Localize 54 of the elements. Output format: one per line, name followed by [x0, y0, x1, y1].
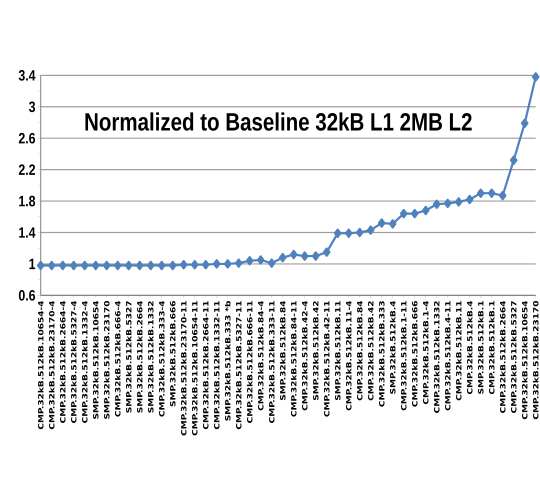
- point: [190, 260, 199, 270]
- point: [498, 190, 506, 200]
- point: [168, 260, 177, 270]
- y-tick-label: 3.4: [18, 70, 36, 81]
- point: [510, 156, 518, 165]
- point: [312, 251, 320, 261]
- point: [466, 194, 474, 204]
- point: [48, 260, 56, 270]
- point: [444, 198, 452, 208]
- point: [378, 218, 386, 228]
- point: [322, 247, 331, 257]
- y-tick-label: 2.6: [18, 132, 36, 144]
- y-tick-label: 1: [29, 258, 36, 270]
- point: [136, 260, 144, 270]
- point: [334, 228, 342, 238]
- point: [70, 260, 78, 270]
- point: [224, 259, 232, 269]
- point: [410, 208, 418, 218]
- point: [388, 219, 396, 229]
- point: [422, 206, 430, 216]
- point: [146, 260, 155, 270]
- point: [58, 260, 67, 270]
- point: [102, 260, 111, 270]
- point: [36, 260, 45, 270]
- point: [80, 260, 89, 270]
- point: [520, 118, 528, 128]
- point: [256, 255, 265, 265]
- point: [246, 256, 254, 266]
- point: [268, 258, 276, 268]
- y-tick-label: 0.6: [18, 290, 36, 301]
- y-tick-label: 1.8: [19, 196, 36, 206]
- y-tick-label: 2.2: [18, 164, 36, 175]
- point: [476, 188, 484, 198]
- point: [290, 250, 298, 260]
- point: [114, 260, 122, 270]
- point: [344, 228, 352, 238]
- point: [356, 228, 364, 238]
- point: [202, 260, 210, 270]
- point: [212, 259, 221, 269]
- point: [432, 200, 440, 209]
- point: [400, 208, 408, 218]
- text: Normalized to Baseline 32kB L1 2MB L2: [85, 112, 472, 131]
- point: [278, 252, 287, 262]
- point: [180, 260, 188, 270]
- point: [92, 260, 100, 270]
- point: [234, 258, 243, 268]
- point: [488, 188, 496, 198]
- point: [158, 260, 166, 270]
- y-tick-label: 1.4: [19, 227, 36, 238]
- point: [124, 260, 133, 270]
- point: [366, 225, 374, 235]
- y-tick-label: 3: [28, 101, 36, 112]
- point: [300, 251, 309, 261]
- point: [454, 197, 462, 207]
